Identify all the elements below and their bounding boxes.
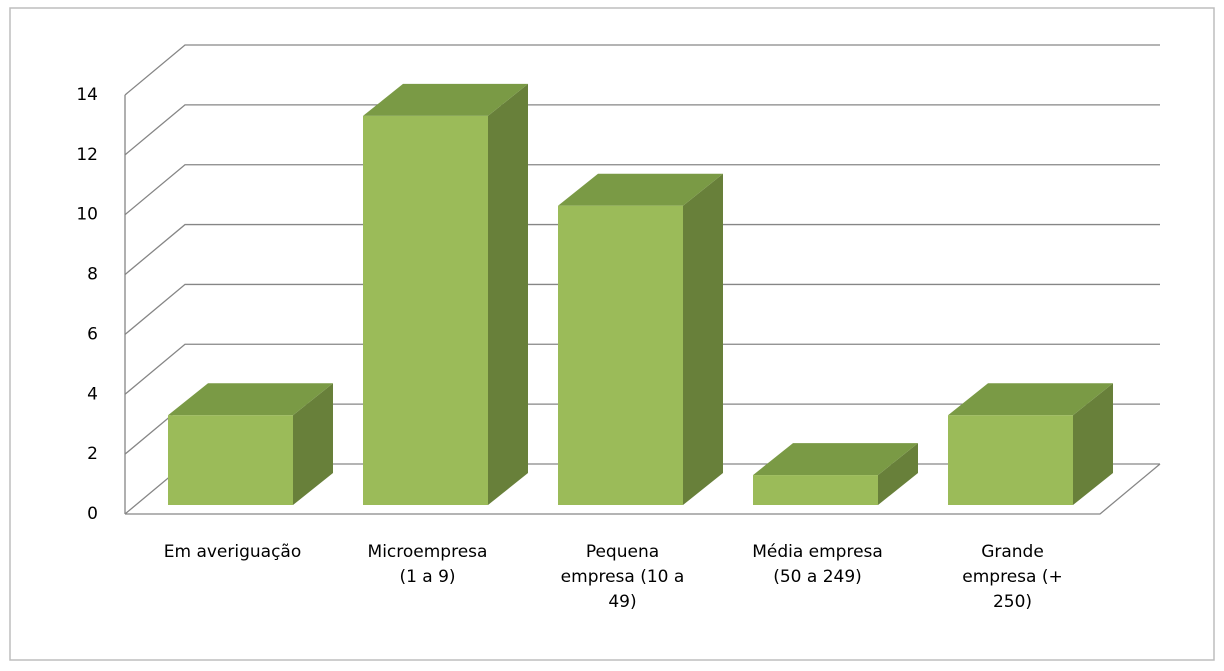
grid-line xyxy=(124,223,1160,276)
x-tick-label: Microempresa (1 a 9) xyxy=(368,542,488,587)
bar-top xyxy=(168,383,333,416)
bar xyxy=(753,443,918,505)
bar-side xyxy=(293,383,333,505)
x-tick-label: Pequena empresa (10 a 49) xyxy=(561,542,685,612)
x-tick-label: Em averiguação xyxy=(164,542,302,562)
floor xyxy=(125,463,1161,515)
grid-line xyxy=(124,164,1160,216)
bar xyxy=(558,173,723,505)
bar-top xyxy=(753,443,918,476)
bar-side xyxy=(488,83,528,505)
y-tick-label: 12 xyxy=(76,145,98,165)
grid-line xyxy=(124,343,1160,395)
bar-front xyxy=(168,415,293,505)
grid-line xyxy=(124,104,1160,156)
y-tick-label: 6 xyxy=(87,324,98,344)
bar-front xyxy=(558,205,683,505)
y-tick-label: 10 xyxy=(76,205,98,225)
bar-top xyxy=(948,383,1113,416)
grid-line xyxy=(124,283,1160,335)
grid-line xyxy=(124,44,1160,96)
bar-top xyxy=(363,83,528,116)
y-tick-label: 0 xyxy=(87,504,98,524)
bar-side xyxy=(878,443,918,505)
bar-front xyxy=(753,475,878,505)
bar xyxy=(168,383,333,505)
bar-side xyxy=(1073,383,1113,505)
y-tick-label: 4 xyxy=(87,384,98,404)
bar-front xyxy=(948,415,1073,505)
y-tick-label: 14 xyxy=(76,85,98,105)
bar xyxy=(948,383,1113,505)
y-tick-label: 8 xyxy=(87,265,98,285)
bar-side xyxy=(683,173,723,505)
bar xyxy=(363,83,528,505)
x-tick-label: Média empresa (50 a 249) xyxy=(752,542,883,587)
bar-top xyxy=(558,173,723,206)
y-tick-label: 2 xyxy=(87,444,98,464)
x-tick-label: Grande empresa (+ 250) xyxy=(962,542,1062,612)
bar-front xyxy=(363,115,488,505)
